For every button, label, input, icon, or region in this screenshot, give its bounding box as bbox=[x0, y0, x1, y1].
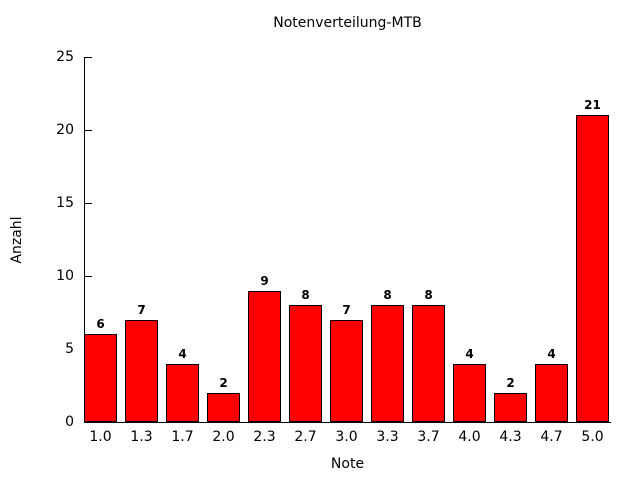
y-tick-label: 10 bbox=[56, 268, 74, 284]
bar-value-label: 7 bbox=[137, 303, 146, 317]
y-axis-label: Anzahl bbox=[9, 216, 25, 264]
y-tick-label: 15 bbox=[56, 195, 74, 211]
y-tick-mark bbox=[85, 422, 92, 423]
bar-value-label: 8 bbox=[383, 288, 392, 302]
bar-value-label: 4 bbox=[178, 347, 187, 361]
bar-1.3 bbox=[125, 320, 158, 422]
y-tick-mark bbox=[85, 276, 92, 277]
x-tick-label: 5.0 bbox=[581, 429, 604, 445]
bar-1.0 bbox=[84, 334, 117, 422]
bar-2.7 bbox=[289, 305, 322, 422]
bar-value-label: 6 bbox=[96, 317, 105, 331]
y-tick-label: 20 bbox=[56, 122, 74, 138]
x-tick-label: 1.3 bbox=[130, 429, 153, 445]
x-tick-label: 3.3 bbox=[376, 429, 399, 445]
x-tick-label: 1.7 bbox=[171, 429, 194, 445]
chart-title: Notenverteilung-MTB bbox=[273, 15, 422, 31]
y-tick-mark bbox=[85, 57, 92, 58]
y-axis-line bbox=[84, 57, 85, 423]
x-tick-label: 3.7 bbox=[417, 429, 440, 445]
bar-value-label: 21 bbox=[584, 98, 601, 112]
bar-1.7 bbox=[166, 364, 199, 422]
x-tick-label: 1.0 bbox=[89, 429, 112, 445]
bar-3.7 bbox=[412, 305, 445, 422]
y-tick-mark bbox=[85, 203, 92, 204]
bar-2.3 bbox=[248, 291, 281, 422]
bar-4.7 bbox=[535, 364, 568, 422]
x-axis-line bbox=[84, 422, 611, 423]
bar-value-label: 4 bbox=[465, 347, 474, 361]
bar-value-label: 2 bbox=[506, 376, 515, 390]
bar-value-label: 9 bbox=[260, 274, 269, 288]
bar-4.3 bbox=[494, 393, 527, 422]
y-tick-label: 5 bbox=[65, 341, 74, 357]
bar-value-label: 8 bbox=[424, 288, 433, 302]
bar-value-label: 4 bbox=[547, 347, 556, 361]
x-tick-label: 4.7 bbox=[540, 429, 563, 445]
x-axis-label: Note bbox=[330, 456, 365, 472]
y-tick-label: 0 bbox=[65, 414, 74, 430]
bar-value-label: 2 bbox=[219, 376, 228, 390]
x-tick-label: 2.7 bbox=[294, 429, 317, 445]
y-tick-mark bbox=[85, 130, 92, 131]
bar-4.0 bbox=[453, 364, 486, 422]
y-tick-label: 25 bbox=[56, 49, 74, 65]
bar-2.0 bbox=[207, 393, 240, 422]
bar-5.0 bbox=[576, 115, 609, 422]
bar-value-label: 8 bbox=[301, 288, 310, 302]
x-tick-label: 4.3 bbox=[499, 429, 522, 445]
x-tick-label: 3.0 bbox=[335, 429, 358, 445]
x-tick-label: 2.0 bbox=[212, 429, 235, 445]
bar-3.3 bbox=[371, 305, 404, 422]
x-tick-label: 2.3 bbox=[253, 429, 276, 445]
x-tick-label: 4.0 bbox=[458, 429, 481, 445]
bar-value-label: 7 bbox=[342, 303, 351, 317]
bar-3.0 bbox=[330, 320, 363, 422]
